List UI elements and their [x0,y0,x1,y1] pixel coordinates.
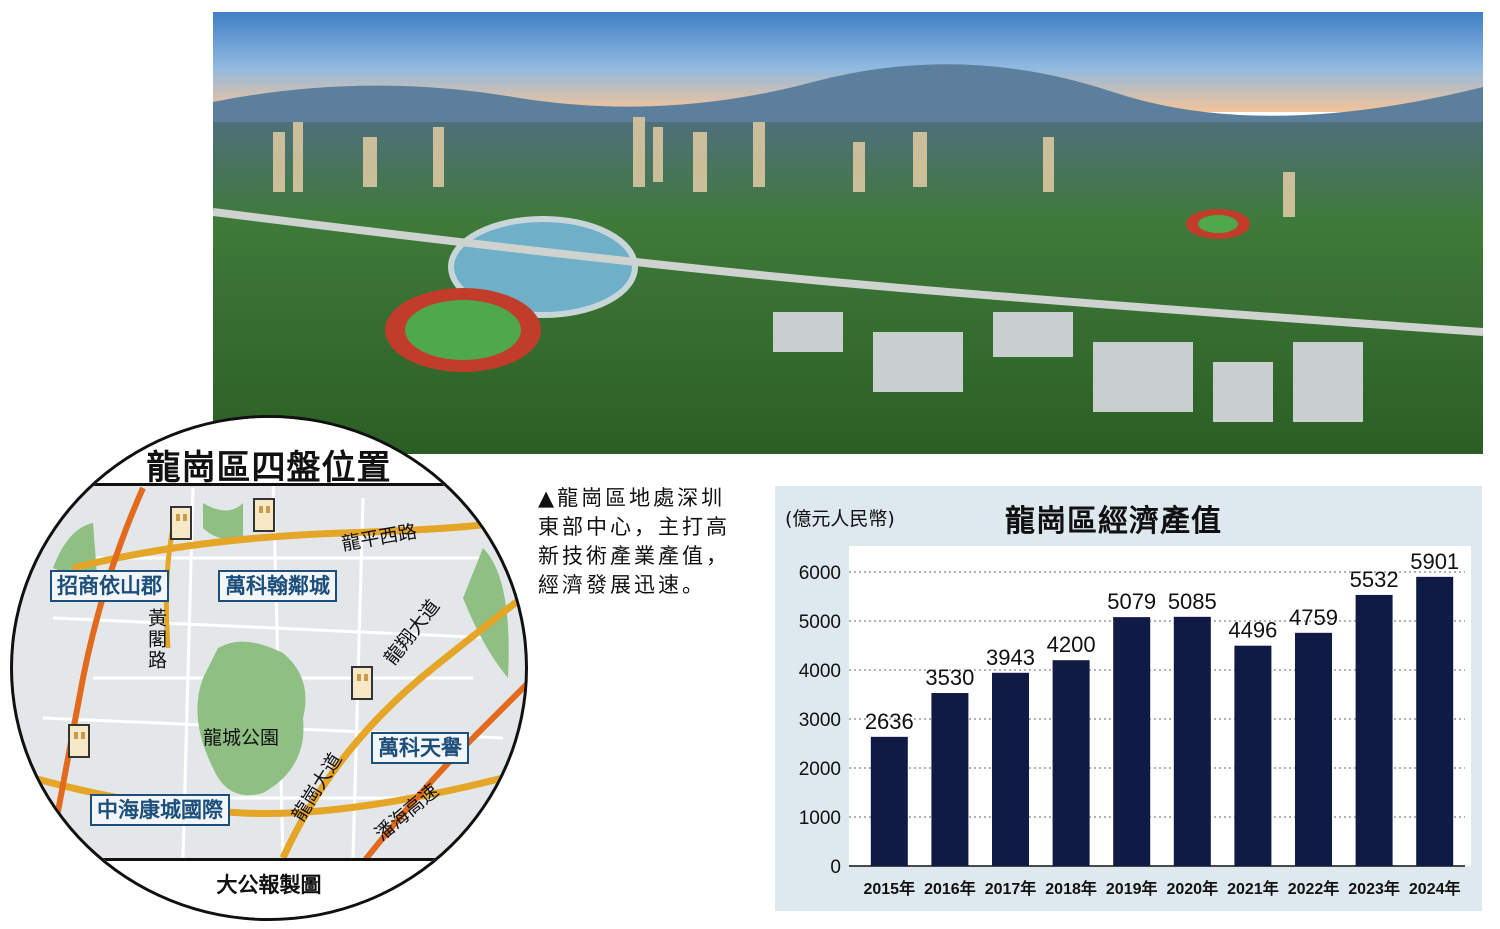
aerial-photo [213,12,1483,454]
data-label: 2636 [865,709,914,734]
x-tick-label: 2018年 [1045,879,1097,898]
x-tick-label: 2024年 [1409,879,1461,898]
bar [1416,576,1454,866]
bar [870,736,908,866]
chart-unit-label: (億元人民幣) [785,508,895,530]
map-title-band: 龍崗區四盤位置 [13,418,525,488]
data-label: 5085 [1168,589,1217,614]
road-huangge: 黃閣路 [145,608,167,671]
x-tick-label: 2022年 [1288,879,1340,898]
x-tick-label: 2015年 [863,879,915,898]
data-label: 4200 [1047,632,1096,657]
park-area [197,641,306,796]
building-icon [170,506,192,540]
park-label: 龍城公園 [203,727,280,749]
bar [931,693,969,866]
data-label: 3530 [925,665,974,690]
map-credit-band: 大公報製圖 [13,858,525,918]
y-tick-label: 3000 [799,710,841,731]
bar-chart: 0 1000 2000 3000 4000 5000 6000 2636 2015年 3530 20… [799,546,1471,898]
y-tick-label: 0 [830,857,841,878]
x-tick-label: 2019年 [1106,879,1158,898]
x-tick-label: 2016年 [924,879,976,898]
bar [1052,660,1090,866]
building-icon [351,666,373,700]
bar [992,672,1029,866]
data-label: 5532 [1350,567,1399,592]
location-map: 龍崗區四盤位置 招商依山郡 萬科翰鄰城 萬科天譽 中海康城國際 龍平西路 龍翔大… [10,415,528,921]
map-credit: 大公報製圖 [216,873,322,897]
chart-panel: (億元人民幣) 龍崗區經濟產值 0 1000 2000 3000 4000 5000 600… [775,486,1482,911]
chart-title: 龍崗區經濟產值 [1005,504,1222,539]
y-tick-label: 4000 [799,661,841,682]
photo-caption: ▲龍崗區地處深圳東部中心，主打高新技術產業產值，經濟發展迅速。 [538,486,730,597]
poi-vanke-hanlin: 萬科翰鄰城 [218,570,337,602]
bar [1113,617,1151,866]
map-roads [32,477,525,890]
bar [1234,645,1272,866]
y-tick-label: 1000 [799,808,841,829]
building-icon [253,498,275,532]
building-icon [68,724,90,758]
poi-zhaoshang: 招商依山郡 [50,570,169,602]
data-label: 4496 [1228,618,1277,643]
y-tick-label: 2000 [799,759,841,780]
data-label: 5901 [1410,549,1459,574]
x-tick-label: 2021年 [1227,879,1279,898]
bar [1355,594,1393,866]
bar [1173,616,1211,866]
y-tick-label: 5000 [799,612,841,633]
x-tick-label: 2017年 [985,879,1037,898]
data-label: 3943 [986,645,1035,670]
poi-vanke-tianyu: 萬科天譽 [371,732,469,764]
y-tick-label: 6000 [799,563,841,584]
data-label: 4759 [1289,605,1338,630]
x-tick-label: 2023年 [1348,879,1400,898]
map-title: 龍崗區四盤位置 [146,448,392,488]
bar [1295,632,1332,866]
x-tick-label: 2020年 [1166,879,1218,898]
data-label: 5079 [1107,589,1156,614]
poi-zhonghai: 中海康城國際 [90,794,230,826]
